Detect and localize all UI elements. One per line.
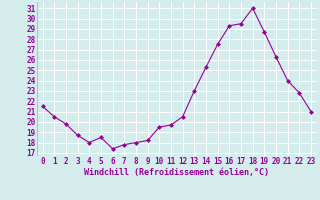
X-axis label: Windchill (Refroidissement éolien,°C): Windchill (Refroidissement éolien,°C) xyxy=(84,168,269,177)
